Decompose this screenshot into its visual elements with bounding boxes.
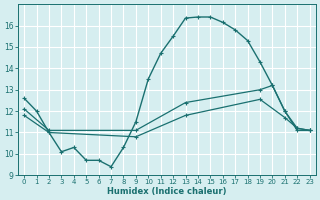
X-axis label: Humidex (Indice chaleur): Humidex (Indice chaleur) — [107, 187, 227, 196]
